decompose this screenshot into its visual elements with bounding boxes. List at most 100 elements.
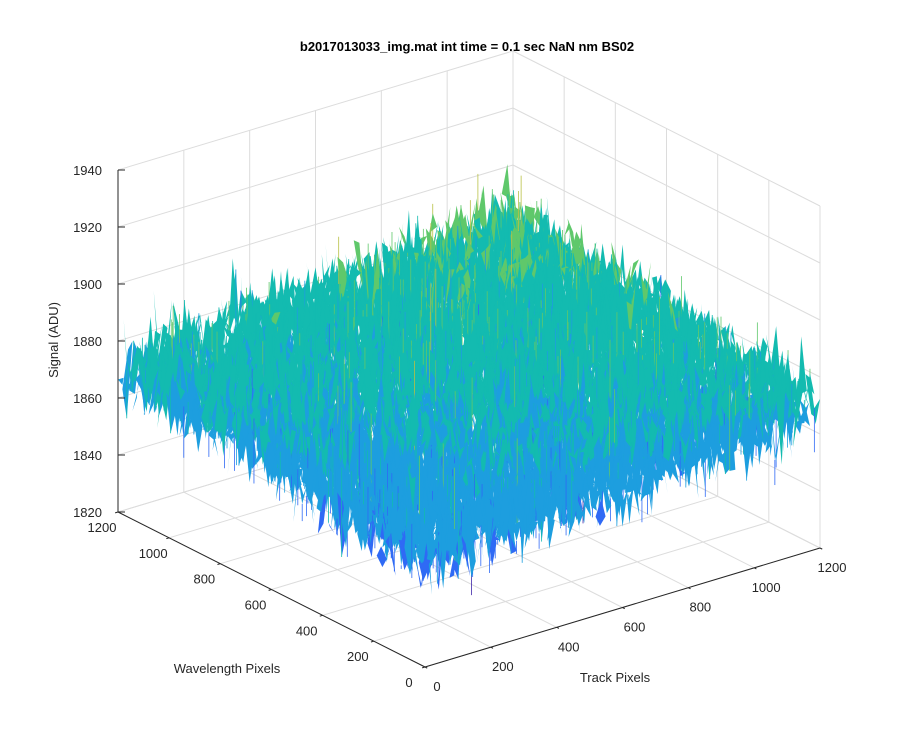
surface-patch (308, 279, 319, 305)
surface-patch (485, 386, 496, 430)
surface-patch (236, 290, 247, 330)
surface-patch (616, 360, 627, 401)
surface-patch (531, 264, 542, 327)
surface-patch (628, 259, 639, 288)
surface-patch (524, 235, 535, 268)
surface-patch (157, 351, 168, 429)
surface-patch (428, 380, 439, 403)
surface-patch (579, 348, 590, 390)
surface-patch (753, 386, 764, 443)
surface-patch (349, 361, 360, 395)
surface-patch (611, 241, 622, 308)
surface-patch (704, 339, 715, 364)
surface-patch (432, 269, 443, 307)
surface-patch (377, 292, 388, 358)
surface-patch (616, 315, 627, 387)
surface-patch (337, 332, 348, 361)
surface-patch (353, 240, 364, 294)
surface-patch (526, 220, 537, 284)
surface-patch (253, 362, 264, 422)
surface-patch (526, 247, 537, 297)
surface-patch (727, 352, 738, 399)
surface-patch (741, 335, 752, 382)
surface-patch (355, 361, 366, 383)
surface-patch (464, 241, 475, 261)
surface-patch (399, 386, 410, 422)
surface-patch (640, 262, 651, 319)
surface-patch (720, 362, 731, 395)
surface-patch (576, 223, 587, 308)
surface-patch (472, 372, 483, 413)
surface-patch (397, 348, 408, 431)
surface-patch (549, 311, 560, 360)
surface-patch (144, 330, 155, 404)
surface-patch (793, 379, 804, 448)
surface-patch (656, 322, 667, 356)
surface-patch (161, 363, 172, 421)
surface-patch (608, 356, 619, 385)
surface-patch (673, 370, 684, 399)
surface-patch (310, 358, 321, 396)
surface-patch (766, 379, 777, 456)
surface-patch (194, 313, 205, 351)
surface-patch (302, 268, 313, 325)
surface-patch (688, 340, 699, 396)
surface-patch (645, 293, 656, 301)
surface-patch (747, 405, 758, 468)
surface-patch (423, 247, 434, 266)
surface-patch (337, 257, 348, 306)
surface-patch (218, 370, 229, 390)
surface-patch (420, 280, 431, 315)
surface-patch (538, 375, 549, 405)
surface-patch (551, 261, 562, 271)
surface-patch (309, 310, 320, 387)
surface-patch (656, 275, 667, 319)
surface-patch (712, 331, 723, 387)
surface-patch (726, 325, 737, 370)
surface-patch (697, 369, 708, 413)
surface-patch (175, 376, 186, 401)
surface-patch (350, 280, 361, 328)
surface-patch (457, 288, 468, 333)
surface-patch (444, 269, 455, 312)
surface-patch (345, 253, 356, 315)
grid-line (512, 164, 821, 321)
surface-patch (586, 324, 597, 392)
surface-patch (610, 330, 621, 346)
surface-patch (566, 324, 577, 396)
grid-line (512, 107, 821, 264)
surface-patch (539, 363, 550, 411)
surface-patch (494, 299, 505, 338)
surface-patch (223, 342, 234, 360)
grid-line (117, 164, 514, 285)
surface-patch (501, 164, 512, 217)
surface-patch (502, 282, 513, 305)
surface-patch (648, 322, 659, 365)
surface-patch (597, 286, 608, 335)
grid-line (512, 50, 821, 207)
surface-patch (251, 311, 262, 338)
surface-patch (135, 373, 146, 416)
surface-patch (632, 280, 643, 325)
surface-patch (296, 374, 307, 399)
surface-patch (754, 349, 765, 414)
surface-patch (501, 257, 512, 294)
surface-patch (166, 392, 177, 434)
surface-patch (643, 366, 654, 390)
surface-patch (371, 368, 382, 411)
surface-patch (794, 409, 805, 434)
surface-patch (776, 368, 787, 465)
surface-patch (617, 244, 628, 306)
surface-patch (118, 351, 129, 385)
surface-patch (482, 370, 493, 423)
surface-patch (737, 383, 748, 406)
surface-patch (301, 280, 312, 337)
surface-patch (480, 243, 492, 271)
surface-patch (652, 308, 663, 363)
surface-patch (248, 351, 259, 424)
surface-patch (366, 276, 377, 296)
surface-patch (148, 368, 159, 415)
surface-patch (519, 326, 530, 391)
surface-patch (170, 381, 181, 426)
surface-patch (131, 347, 142, 384)
